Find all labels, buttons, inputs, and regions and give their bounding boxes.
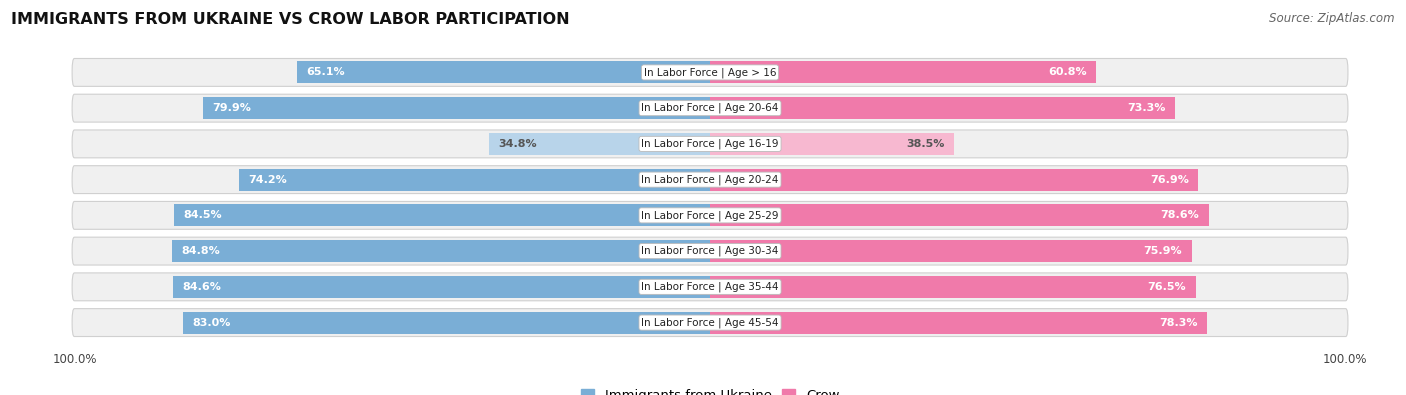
Text: In Labor Force | Age 16-19: In Labor Force | Age 16-19: [641, 139, 779, 149]
Text: In Labor Force | Age 35-44: In Labor Force | Age 35-44: [641, 282, 779, 292]
FancyBboxPatch shape: [72, 94, 1348, 122]
Bar: [183, 312, 710, 334]
Text: In Labor Force | Age 30-34: In Labor Force | Age 30-34: [641, 246, 779, 256]
Text: 84.5%: 84.5%: [183, 211, 222, 220]
Text: 78.6%: 78.6%: [1161, 211, 1199, 220]
Text: In Labor Force | Age 45-54: In Labor Force | Age 45-54: [641, 317, 779, 328]
Legend: Immigrants from Ukraine, Crow: Immigrants from Ukraine, Crow: [575, 384, 845, 395]
Bar: [174, 204, 710, 226]
Text: IMMIGRANTS FROM UKRAINE VS CROW LABOR PARTICIPATION: IMMIGRANTS FROM UKRAINE VS CROW LABOR PA…: [11, 12, 569, 27]
Text: 74.2%: 74.2%: [249, 175, 287, 184]
FancyBboxPatch shape: [72, 308, 1348, 337]
Text: In Labor Force | Age 20-64: In Labor Force | Age 20-64: [641, 103, 779, 113]
Text: Source: ZipAtlas.com: Source: ZipAtlas.com: [1270, 12, 1395, 25]
FancyBboxPatch shape: [72, 201, 1348, 229]
Text: 83.0%: 83.0%: [193, 318, 231, 327]
FancyBboxPatch shape: [72, 58, 1348, 87]
Text: 84.8%: 84.8%: [181, 246, 219, 256]
Text: In Labor Force | Age 25-29: In Labor Force | Age 25-29: [641, 210, 779, 221]
Bar: [297, 61, 710, 83]
FancyBboxPatch shape: [72, 166, 1348, 194]
FancyBboxPatch shape: [72, 273, 1348, 301]
Bar: [710, 169, 1198, 191]
Text: 73.3%: 73.3%: [1128, 103, 1166, 113]
Text: 65.1%: 65.1%: [307, 68, 344, 77]
Text: 84.6%: 84.6%: [183, 282, 221, 292]
FancyBboxPatch shape: [72, 237, 1348, 265]
Bar: [710, 240, 1192, 262]
Text: 34.8%: 34.8%: [499, 139, 537, 149]
Text: 38.5%: 38.5%: [907, 139, 945, 149]
Text: 76.5%: 76.5%: [1147, 282, 1187, 292]
Bar: [710, 97, 1175, 119]
Text: In Labor Force | Age 20-24: In Labor Force | Age 20-24: [641, 174, 779, 185]
Text: 75.9%: 75.9%: [1143, 246, 1182, 256]
Text: 78.3%: 78.3%: [1159, 318, 1198, 327]
Bar: [710, 312, 1206, 334]
Bar: [710, 204, 1209, 226]
Text: 60.8%: 60.8%: [1047, 68, 1087, 77]
Bar: [173, 276, 710, 298]
Text: In Labor Force | Age > 16: In Labor Force | Age > 16: [644, 67, 776, 78]
Bar: [710, 276, 1195, 298]
Bar: [710, 133, 955, 155]
Bar: [489, 133, 710, 155]
Text: 76.9%: 76.9%: [1150, 175, 1188, 184]
Bar: [239, 169, 710, 191]
Bar: [172, 240, 710, 262]
Bar: [710, 61, 1095, 83]
FancyBboxPatch shape: [72, 130, 1348, 158]
Bar: [202, 97, 710, 119]
Text: 79.9%: 79.9%: [212, 103, 252, 113]
